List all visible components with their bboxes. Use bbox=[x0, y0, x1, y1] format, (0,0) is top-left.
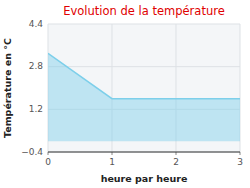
x-axis-line bbox=[48, 152, 240, 153]
y-tick-label: 2.8 bbox=[29, 61, 44, 71]
area bbox=[48, 53, 240, 141]
grid-line-y bbox=[48, 152, 240, 153]
y-axis-label: Température en °C bbox=[2, 38, 13, 138]
grid-line-y bbox=[48, 24, 240, 25]
grid-line-y bbox=[48, 66, 240, 67]
chart: −0.4 1.2 2.8 4.4 0 1 2 3 Evolution de la tempéra… bbox=[0, 0, 250, 188]
x-tick-label: 2 bbox=[173, 157, 179, 167]
plot-area bbox=[48, 24, 240, 152]
x-tick-label: 0 bbox=[45, 157, 51, 167]
x-tick-label: 1 bbox=[109, 157, 115, 167]
line bbox=[48, 53, 240, 98]
x-tick-label: 3 bbox=[237, 157, 243, 167]
y-tick-label: 1.2 bbox=[29, 104, 43, 114]
x-axis-label: heure par heure bbox=[101, 173, 188, 184]
data-group bbox=[48, 53, 240, 141]
y-tick-label: 4.4 bbox=[29, 19, 44, 29]
y-tick-label: −0.4 bbox=[21, 147, 43, 157]
title: Evolution de la température bbox=[63, 4, 225, 18]
